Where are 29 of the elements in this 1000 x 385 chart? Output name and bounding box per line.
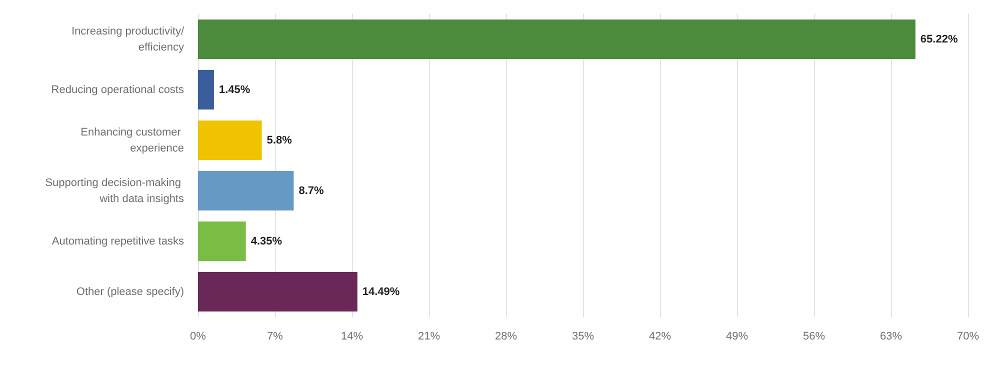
data-label: 1.45% (218, 84, 250, 96)
x-tick-label: 21% (418, 330, 440, 342)
x-tick-label: 35% (572, 330, 594, 342)
x-tick-label: 56% (802, 330, 826, 342)
y-tick-label: Other (please specify) (76, 286, 184, 298)
y-tick-label: Automating repetitive tasks (52, 235, 184, 248)
x-tick-label: 49% (726, 330, 748, 342)
x-tick-label: 70% (956, 330, 980, 342)
x-tick-label: 63% (880, 330, 902, 342)
y-tick-label: Increasing productivity/efficiency (72, 25, 185, 54)
x-tick-label: 0% (190, 330, 206, 342)
data-label: 8.7% (298, 184, 324, 197)
x-tick-label: 28% (494, 330, 518, 342)
data-label: 14.49% (362, 286, 400, 298)
bar (198, 272, 358, 312)
y-tick-label: Reducing operational costs (51, 84, 184, 96)
x-tick-label: 14% (340, 330, 364, 342)
bar (198, 70, 214, 110)
x-tick-label: 7% (267, 330, 284, 342)
bar (198, 20, 916, 59)
bar (198, 120, 262, 160)
bar (198, 222, 246, 261)
x-tick-label: 42% (648, 330, 672, 342)
data-label: 65.22% (920, 33, 958, 46)
data-label: 4.35% (250, 235, 282, 248)
y-tick-label: Enhancing customer experience (80, 126, 184, 154)
bar (198, 171, 294, 210)
y-tick-label: Supporting decision-making with data insights (45, 176, 184, 205)
data-label: 5.8% (266, 134, 292, 146)
